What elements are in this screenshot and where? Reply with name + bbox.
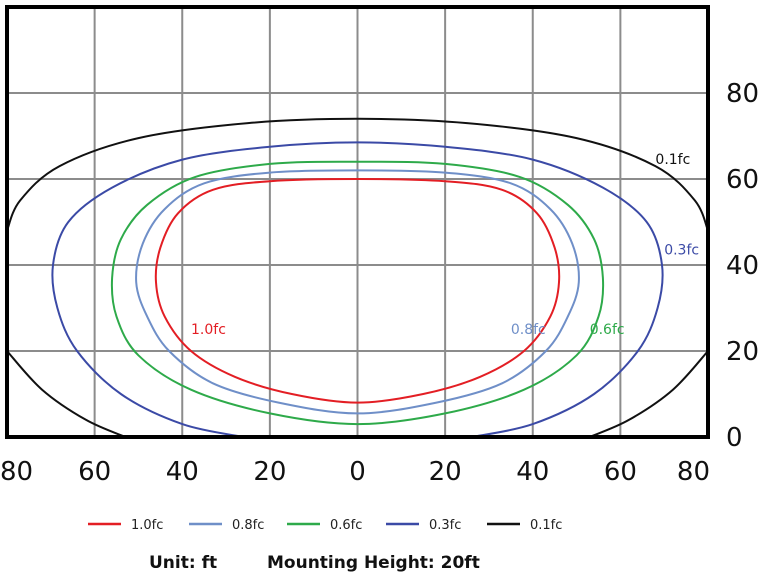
contour-1-0fc [154, 177, 561, 404]
contour-0-1fc-segment [7, 350, 126, 437]
x-tick-label: 40 [166, 457, 199, 487]
curve-label: 0.1fc [655, 152, 690, 168]
chart-grid [6, 7, 709, 437]
x-tick-label: 20 [253, 457, 286, 487]
unit-note: Unit: ft [149, 553, 218, 573]
x-tick-label: 80 [677, 457, 710, 487]
y-tick-label: 60 [726, 165, 759, 195]
x-tick-label: 40 [516, 457, 549, 487]
chart-footer: Unit: ft Mounting Height: 20ft [0, 553, 767, 577]
curve-label: 0.3fc [664, 242, 699, 258]
y-axis-ticks: 0 20 40 60 80 [726, 79, 759, 453]
contour-0-1fc-segment [7, 117, 708, 232]
plot-frame [5, 5, 710, 439]
x-tick-label: 60 [604, 457, 637, 487]
curve-label: 0.6fc [590, 322, 625, 338]
contour-curves [7, 117, 708, 437]
y-tick-label: 20 [726, 337, 759, 367]
contour-0-6fc [110, 160, 605, 426]
mounting-height-note: Mounting Height: 20ft [267, 553, 480, 573]
y-tick-label: 0 [726, 423, 743, 453]
curve-label: 0.8fc [511, 322, 546, 338]
y-tick-label: 40 [726, 251, 759, 281]
curve-label: 1.0fc [191, 322, 226, 338]
y-tick-label: 80 [726, 79, 759, 109]
curve-labels: 1.0fc 0.8fc 0.6fc 0.3fc 0.1fc [191, 152, 699, 338]
legend: 1.0fc 0.8fc 0.6fc 0.3fc 0.1fc [88, 518, 562, 533]
legend-label: 0.1fc [530, 518, 562, 533]
x-tick-label: 0 [349, 457, 366, 487]
legend-label: 0.3fc [429, 518, 461, 533]
x-tick-label: 80 [0, 457, 33, 487]
legend-label: 0.6fc [330, 518, 362, 533]
x-axis-ticks: 80 60 40 20 0 20 40 60 80 [0, 457, 710, 487]
contour-0-3fc [51, 141, 664, 437]
x-tick-label: 20 [429, 457, 462, 487]
legend-label: 0.8fc [232, 518, 264, 533]
legend-label: 1.0fc [131, 518, 163, 533]
contour-0-8fc [135, 169, 580, 415]
contour-0-1fc [589, 350, 708, 437]
x-tick-label: 60 [78, 457, 111, 487]
